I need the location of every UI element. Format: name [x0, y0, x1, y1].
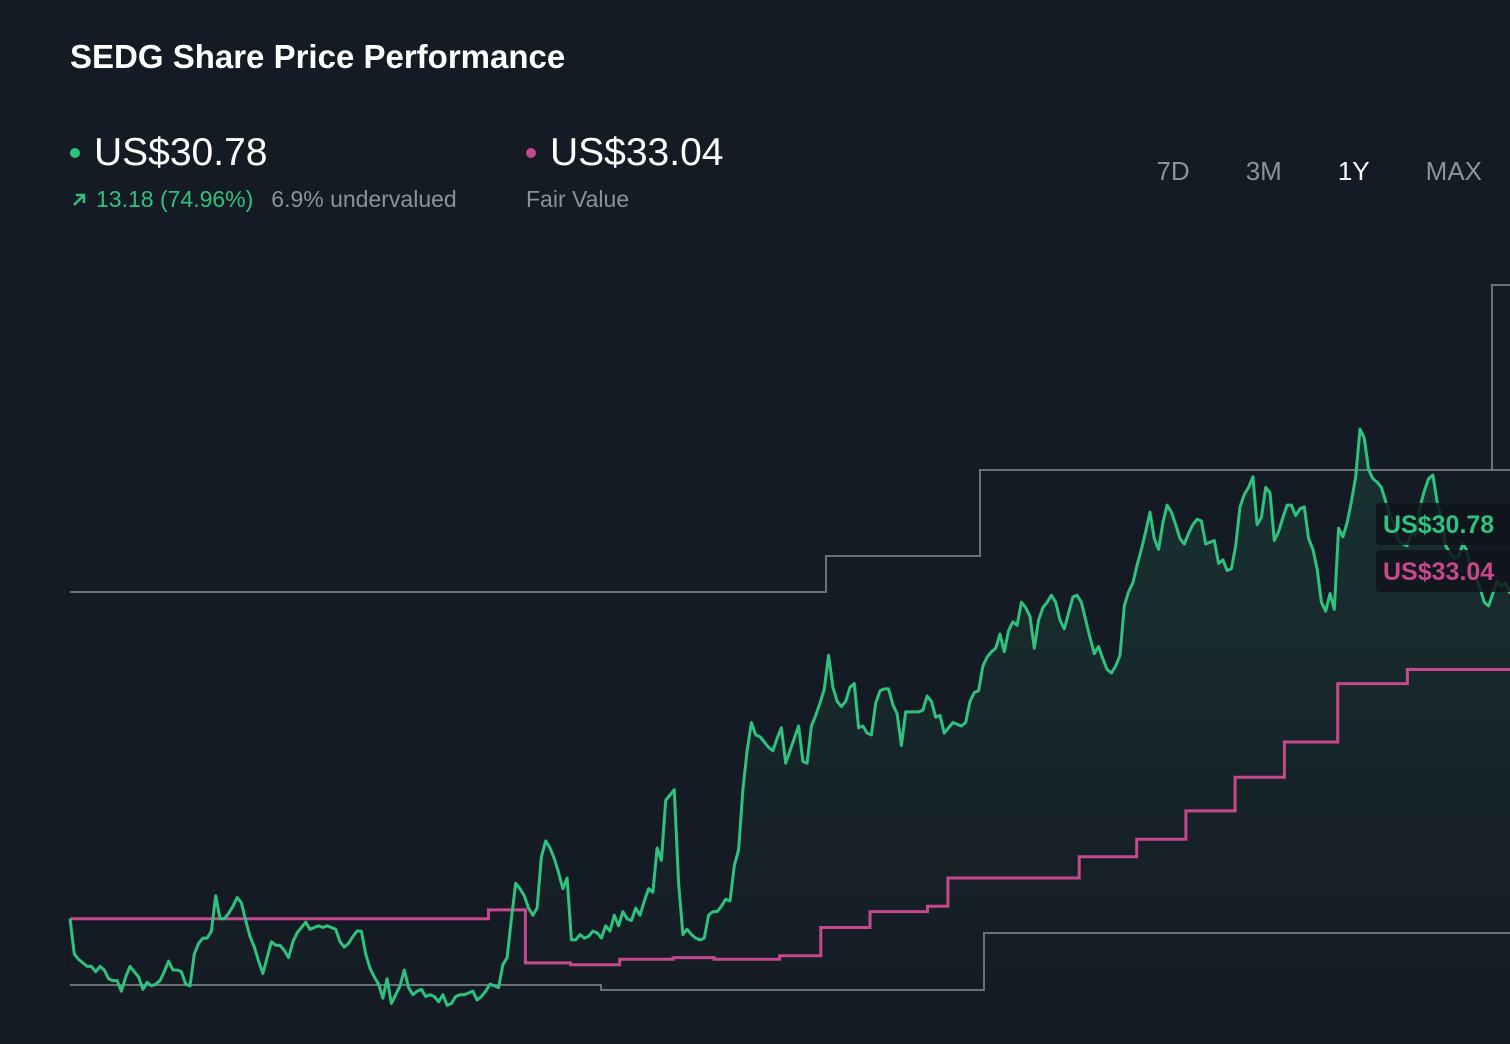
current-price: US$30.78	[94, 131, 268, 174]
tab-7d[interactable]: 7D	[1156, 156, 1190, 186]
price-end-label-bg	[1376, 503, 1510, 545]
price-change-value: 13.18 (74.96%)	[96, 186, 254, 212]
top-right-reference-line	[1491, 284, 1510, 470]
fair-value: US$33.04	[550, 131, 724, 174]
price-line	[68, 427, 1510, 1007]
fair-value-end-label: US$33.04	[1383, 558, 1494, 586]
tab-3m[interactable]: 3M	[1245, 156, 1282, 186]
tab-1y[interactable]: 1Y	[1337, 156, 1370, 186]
page-title: SEDG Share Price Performance	[70, 38, 566, 75]
fair-value-legend-dot	[526, 148, 536, 158]
upper-reference-line	[70, 469, 1510, 593]
price-area	[70, 429, 1510, 1006]
price-legend-dot	[70, 148, 80, 158]
price-end-label: US$30.78	[1383, 511, 1494, 539]
tab-max[interactable]: MAX	[1425, 156, 1482, 186]
valuation-status: 6.9% undervalued	[271, 186, 457, 212]
fair-value-line	[70, 668, 1510, 967]
arrow-up-right-icon	[73, 193, 86, 206]
price-change: 13.18 (74.96%)	[70, 186, 253, 213]
current-price-block: US$30.78 13.18 (74.96%) 6.9% undervalued	[70, 130, 457, 213]
end-labels: US$30.78 US$33.04	[1376, 503, 1510, 592]
fair-value-label: Fair Value	[526, 186, 630, 212]
fair-value-end-label-bg	[1376, 550, 1510, 592]
time-range-tabs: 7D 3M 1Y MAX	[1100, 152, 1482, 191]
fair-value-block: US$33.04 Fair Value	[526, 130, 723, 213]
